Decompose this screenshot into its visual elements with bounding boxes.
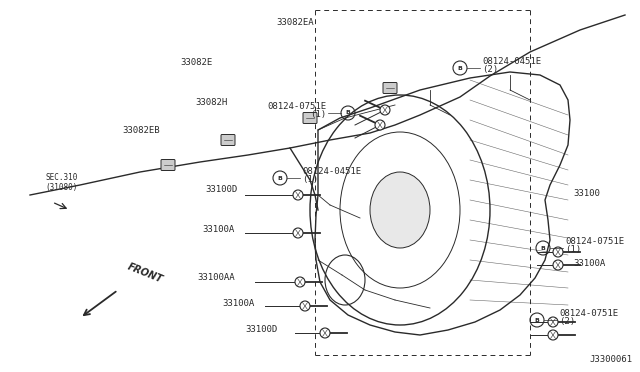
Text: 33082EB: 33082EB [122,126,159,135]
Circle shape [548,317,558,327]
Text: 33100A: 33100A [223,298,255,308]
Text: SEC.310: SEC.310 [45,173,77,182]
Text: 08124-0451E: 08124-0451E [302,167,361,176]
Text: (31080): (31080) [45,183,77,192]
Text: 33082EA: 33082EA [276,18,314,27]
FancyBboxPatch shape [383,83,397,93]
Circle shape [320,328,330,338]
Text: B: B [278,176,282,180]
Text: B: B [534,317,540,323]
Circle shape [548,330,558,340]
FancyBboxPatch shape [303,112,317,124]
FancyBboxPatch shape [221,135,235,145]
Text: B: B [458,65,463,71]
Circle shape [300,301,310,311]
Text: 33082H: 33082H [195,98,227,107]
Circle shape [553,260,563,270]
Text: 33100D: 33100D [205,186,238,195]
Circle shape [380,105,390,115]
Text: (1): (1) [310,110,326,119]
Text: (1): (1) [302,175,318,184]
Ellipse shape [370,172,430,248]
Text: 33100A: 33100A [573,259,605,267]
Text: 08124-0751E: 08124-0751E [267,102,326,111]
Text: 33082E: 33082E [180,58,212,67]
Text: 33100AA: 33100AA [197,273,235,282]
Text: (1): (1) [565,245,581,254]
Text: 08124-0751E: 08124-0751E [565,237,624,246]
FancyBboxPatch shape [161,160,175,170]
Text: 08124-0451E: 08124-0451E [482,57,541,66]
Text: (2): (2) [559,317,575,326]
Text: 33100: 33100 [573,189,600,198]
Text: B: B [346,110,351,115]
Circle shape [293,228,303,238]
Text: FRONT: FRONT [126,262,164,285]
Circle shape [375,120,385,130]
Text: 08124-0751E: 08124-0751E [559,309,618,318]
Text: 33100D: 33100D [246,326,278,334]
Text: B: B [541,246,545,250]
Text: 33100A: 33100A [203,225,235,234]
Text: J3300061: J3300061 [589,355,632,364]
Circle shape [553,247,563,257]
Text: (2): (2) [482,65,498,74]
Circle shape [295,277,305,287]
Circle shape [293,190,303,200]
